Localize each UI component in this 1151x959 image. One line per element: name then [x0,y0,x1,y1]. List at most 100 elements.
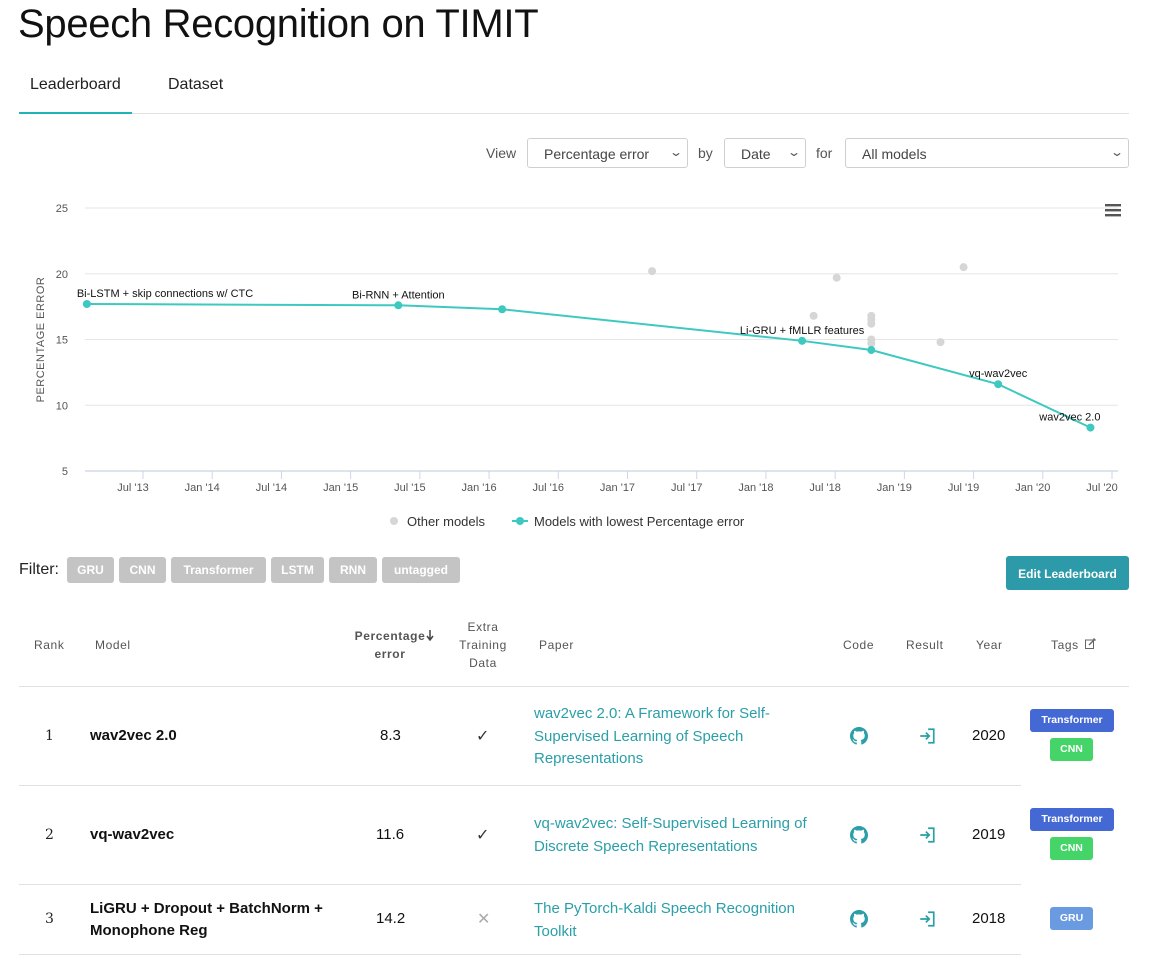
tab-bar: Leaderboard Dataset [19,70,1129,114]
github-icon[interactable] [850,910,868,928]
row-year: 2018 [972,910,1006,927]
header-extra-data[interactable]: Extra Training Data [448,618,518,672]
header-divider [19,686,1129,687]
best-model-point[interactable] [994,380,1003,389]
x-tick-label: Jul '17 [671,482,702,494]
row-model[interactable]: wav2vec 2.0 [90,727,177,744]
other-model-point[interactable] [648,267,657,276]
row-paper-link[interactable]: The PyTorch-Kaldi Speech Recognition Too… [534,898,795,943]
github-icon[interactable] [850,727,868,745]
data-label: Bi-LSTM + skip connections w/ CTC [77,288,253,300]
header-tags: Tags [1051,638,1079,652]
x-tick-label: Jan '17 [600,482,635,494]
x-tick-label: Jul '15 [394,482,425,494]
tab-leaderboard[interactable]: Leaderboard [19,76,132,114]
axis-select-value: Date [741,146,771,162]
header-year[interactable]: Year [976,638,1003,652]
header-metric-line1: Percentage [354,629,426,643]
filter-chip-lstm[interactable]: LSTM [271,557,324,583]
header-result: Result [906,638,944,652]
tag-transformer[interactable]: Transformer [1030,808,1114,831]
legend-best-marker [516,517,524,525]
check-icon: ✓ [476,827,490,844]
edit-leaderboard-button[interactable]: Edit Leaderboard [1006,556,1129,590]
row-year: 2019 [972,826,1006,843]
legend-other-marker [390,517,398,525]
sort-down-arrow-icon[interactable] [426,630,434,641]
result-link-icon[interactable] [918,727,936,745]
y-axis-label: PERCENTAGE ERROR [35,277,47,403]
hamburger-menu-icon[interactable] [1105,204,1121,217]
row-paper-line: vq-wav2vec: Self-Supervised Learning of [534,815,807,832]
filter-chip-transformer[interactable]: Transformer [171,557,266,583]
data-label: Bi-RNN + Attention [352,289,445,301]
row-divider [19,884,1021,885]
x-tick-label: Jul '16 [533,482,564,494]
axis-select[interactable]: Date ⌄ [724,138,806,168]
x-tick-label: Jan '18 [738,482,773,494]
row-paper-link[interactable]: vq-wav2vec: Self-Supervised Learning of … [534,813,807,858]
row-year: 2020 [972,727,1006,744]
best-model-point[interactable] [1086,423,1095,432]
edit-icon[interactable] [1085,638,1096,649]
tag-cnn[interactable]: CNN [1050,738,1093,761]
filter-chip-rnn[interactable]: RNN [329,557,377,583]
view-label: View [486,145,517,161]
data-label: vq-wav2vec [969,368,1028,380]
best-model-point[interactable] [867,346,876,355]
row-paper-line: Representations [534,750,644,767]
y-tick-label: 5 [62,466,68,478]
row-error: 8.3 [380,727,401,744]
github-icon[interactable] [850,826,868,844]
other-model-point[interactable] [867,339,876,348]
row-model[interactable]: LiGRU + Dropout + BatchNorm + Monophone … [90,898,323,942]
y-tick-label: 10 [56,400,68,412]
models-select[interactable]: All models ⌄ [845,138,1129,168]
chart-controls: View Percentage error ⌄ by Date ⌄ for Al… [0,138,1151,168]
y-tick-label: 15 [56,335,68,347]
header-metric[interactable]: Percentage error [350,627,430,663]
tag-gru[interactable]: GRU [1050,907,1093,930]
for-label: for [816,145,833,161]
check-icon: ✓ [476,728,490,745]
filter-chip-gru[interactable]: GRU [67,557,114,583]
chevron-down-icon: ⌄ [1109,145,1125,159]
tag-cnn[interactable]: CNN [1050,837,1093,860]
tab-dataset[interactable]: Dataset [168,76,224,93]
metric-select[interactable]: Percentage error ⌄ [527,138,688,168]
header-paper: Paper [539,638,575,652]
row-paper-link[interactable]: wav2vec 2.0: A Framework for Self- Super… [534,703,770,771]
best-model-point[interactable] [394,301,403,310]
other-model-point[interactable] [809,311,818,320]
header-model[interactable]: Model [95,638,131,652]
result-link-icon[interactable] [918,826,936,844]
row-paper-line: Supervised Learning of Speech [534,727,744,745]
tag-transformer[interactable]: Transformer [1030,709,1114,732]
header-extra-line2: Training [459,638,507,652]
legend-other-label[interactable]: Other models [407,514,486,529]
header-rank: Rank [34,638,65,652]
other-model-point[interactable] [867,319,876,328]
best-model-point[interactable] [798,336,807,345]
row-paper-line: Toolkit [534,922,577,940]
other-model-point[interactable] [832,273,841,282]
best-models-line [86,302,1091,429]
x-tick-label: Jan '16 [462,482,497,494]
best-model-point[interactable] [498,305,507,314]
filter-chip-cnn[interactable]: CNN [119,557,166,583]
x-tick-label: Jul '13 [117,482,148,494]
other-model-point[interactable] [936,338,945,347]
chevron-down-icon: ⌄ [668,145,684,159]
x-tick-label: Jan '15 [323,482,358,494]
filter-chip-untagged[interactable]: untagged [382,557,460,583]
x-tick-label: Jan '20 [1015,482,1050,494]
result-link-icon[interactable] [918,910,936,928]
row-model[interactable]: vq-wav2vec [90,826,175,843]
leaderboard-chart: 5 10 15 20 25 Jul '13 Jan '14 Jul '14 Jan '15 Jul… [35,203,1121,529]
other-model-point[interactable] [959,263,968,272]
legend-best-label[interactable]: Models with lowest Percentage error [534,514,745,529]
header-metric-line2: error [374,647,406,661]
row-paper-line: Discrete Speech Representations [534,837,758,855]
best-model-point[interactable] [82,299,91,308]
x-tick-label: Jul '20 [1086,482,1117,494]
